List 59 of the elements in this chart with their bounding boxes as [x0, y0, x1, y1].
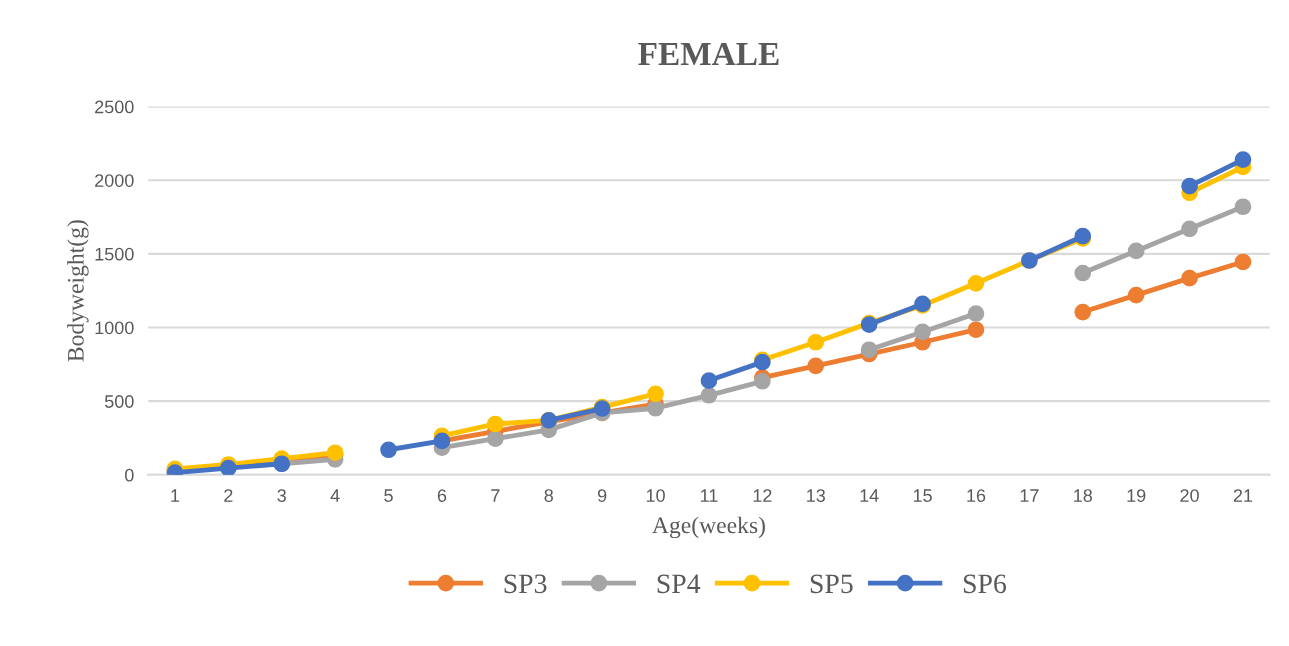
point — [1127, 286, 1145, 304]
point — [1181, 177, 1198, 195]
x-tick-label: 20 — [1180, 489, 1199, 502]
point — [700, 386, 718, 404]
point — [807, 333, 825, 351]
x-tick-label: 15 — [913, 489, 932, 502]
x-tick-label: 2 — [224, 489, 233, 502]
x-tick-label: 14 — [860, 489, 879, 502]
legend-label: SP5 — [810, 574, 853, 594]
x-tick-label: 18 — [1074, 489, 1093, 502]
point — [1181, 269, 1198, 287]
y-tick-label: 1500 — [95, 247, 134, 261]
x-tick-label: 9 — [597, 489, 607, 502]
point — [1234, 151, 1252, 168]
x-tick-label: 10 — [646, 489, 665, 502]
point — [487, 430, 504, 448]
point — [380, 441, 397, 459]
point — [647, 399, 664, 417]
y-tick-label: 2500 — [95, 100, 134, 114]
x-tick-label: 8 — [544, 489, 553, 502]
point — [914, 323, 931, 341]
legend-label: SP3 — [504, 574, 547, 594]
x-tick-label: 3 — [277, 489, 286, 502]
y-tick-label: 0 — [125, 468, 134, 482]
y-axis-title: Bodyweight(g) — [67, 220, 89, 362]
x-axis-title: Age(weeks) — [652, 516, 765, 539]
x-tick-label: 13 — [807, 489, 825, 502]
x-tick-label: 11 — [700, 489, 718, 502]
point — [1234, 198, 1252, 216]
point — [1181, 220, 1198, 238]
chart-title: FEMALE — [638, 42, 779, 65]
point — [860, 341, 878, 359]
point — [807, 357, 825, 375]
point — [967, 275, 985, 292]
legend-label: SP4 — [657, 574, 701, 594]
legend-label: SP6 — [963, 574, 1007, 594]
point — [700, 372, 718, 389]
point — [1074, 303, 1092, 321]
point — [967, 321, 985, 339]
x-tick-label: 12 — [753, 489, 772, 502]
point — [967, 305, 985, 322]
point — [1074, 264, 1092, 282]
point — [487, 415, 504, 433]
x-tick-label: 1 — [171, 489, 180, 502]
x-tick-label: 17 — [1020, 489, 1039, 502]
x-tick-label: 5 — [384, 489, 393, 502]
point — [1127, 242, 1145, 260]
point — [754, 372, 771, 390]
x-tick-label: 19 — [1127, 489, 1146, 502]
point — [647, 385, 664, 403]
x-tick-label: 4 — [330, 489, 340, 502]
y-tick-label: 500 — [104, 395, 134, 408]
x-tick-label: 21 — [1233, 489, 1253, 502]
y-tick-label: 1000 — [95, 321, 134, 335]
x-tick-label: 7 — [491, 489, 500, 502]
y-tick-label: 2000 — [95, 174, 134, 187]
x-tick-label: 16 — [967, 489, 986, 502]
x-tick-label: 6 — [437, 489, 447, 502]
point — [1234, 253, 1252, 271]
